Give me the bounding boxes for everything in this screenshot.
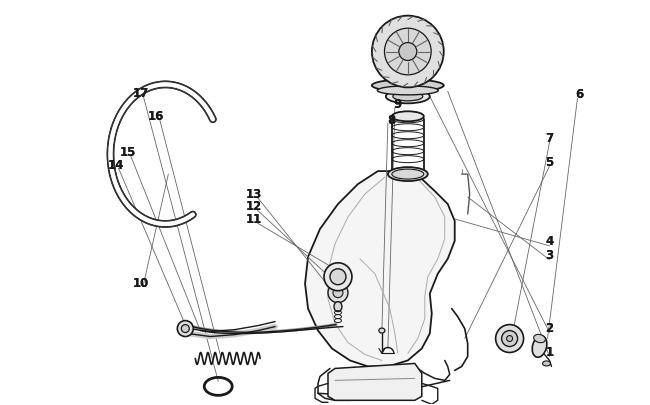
Text: 12: 12 (246, 200, 263, 213)
Circle shape (372, 17, 444, 88)
Polygon shape (305, 172, 455, 367)
Text: 17: 17 (132, 87, 148, 100)
Circle shape (506, 336, 513, 342)
Circle shape (328, 283, 348, 303)
Text: 13: 13 (246, 187, 263, 200)
Circle shape (399, 43, 417, 61)
Circle shape (502, 331, 517, 347)
Ellipse shape (334, 302, 342, 312)
Text: 13: 13 (246, 187, 263, 200)
Text: 7: 7 (545, 131, 554, 144)
Ellipse shape (379, 328, 385, 333)
Text: 10: 10 (132, 277, 148, 290)
Text: 4: 4 (545, 235, 554, 248)
Text: 1: 1 (545, 345, 554, 358)
Text: 15: 15 (119, 145, 136, 158)
Circle shape (324, 263, 352, 291)
Text: 3: 3 (545, 249, 554, 262)
Text: 16: 16 (148, 109, 164, 122)
Text: 5: 5 (545, 155, 554, 168)
Text: 14: 14 (107, 158, 124, 171)
Text: 4: 4 (545, 235, 554, 248)
Ellipse shape (377, 87, 438, 96)
Circle shape (177, 321, 193, 337)
Text: 14: 14 (107, 158, 124, 171)
Text: 2: 2 (545, 321, 554, 334)
Ellipse shape (532, 336, 547, 357)
Text: 11: 11 (246, 213, 263, 226)
Ellipse shape (534, 335, 545, 343)
Text: 17: 17 (132, 87, 148, 100)
Text: 7: 7 (545, 131, 554, 144)
Ellipse shape (392, 170, 424, 180)
Text: 5: 5 (545, 155, 554, 168)
Text: 2: 2 (545, 321, 554, 334)
Text: 8: 8 (388, 113, 396, 126)
Ellipse shape (372, 80, 444, 92)
Text: 9: 9 (394, 98, 402, 111)
Ellipse shape (543, 361, 551, 366)
Circle shape (496, 325, 523, 353)
Text: 15: 15 (119, 145, 136, 158)
Text: 12: 12 (246, 200, 263, 213)
Text: 9: 9 (394, 98, 402, 111)
Ellipse shape (393, 93, 422, 102)
Ellipse shape (386, 90, 430, 104)
Text: 11: 11 (246, 213, 263, 226)
Text: 10: 10 (132, 277, 148, 290)
Text: 3: 3 (545, 249, 554, 262)
Circle shape (330, 269, 346, 285)
Polygon shape (328, 364, 422, 400)
Text: 6: 6 (575, 87, 584, 100)
Circle shape (333, 288, 343, 298)
Text: 16: 16 (148, 109, 164, 122)
Text: 6: 6 (575, 87, 584, 100)
Text: 1: 1 (545, 345, 554, 358)
Circle shape (384, 29, 431, 76)
Text: 8: 8 (388, 113, 396, 126)
Ellipse shape (388, 168, 428, 181)
Circle shape (181, 325, 189, 333)
Ellipse shape (392, 112, 424, 122)
